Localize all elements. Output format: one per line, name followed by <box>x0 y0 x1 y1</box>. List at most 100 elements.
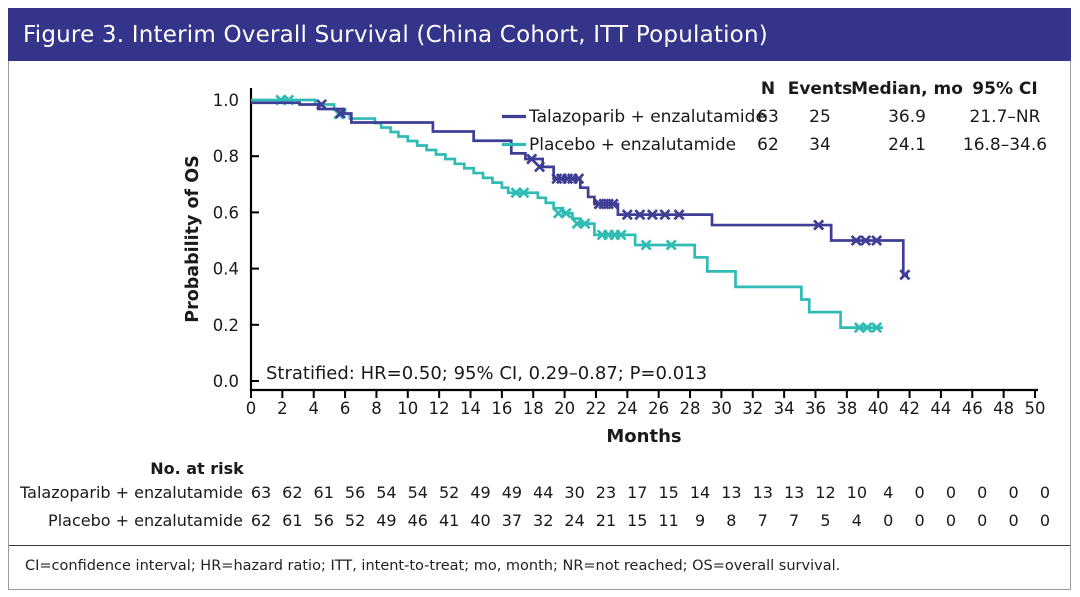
risk-count: 56 <box>345 483 365 502</box>
risk-count: 8 <box>726 511 736 530</box>
risk-count: 4 <box>883 483 893 502</box>
legend-header: N <box>761 79 775 99</box>
x-tick-label: 28 <box>680 399 701 418</box>
censor-mark <box>860 234 872 247</box>
censor-mark <box>533 161 546 173</box>
censor-mark <box>560 207 572 219</box>
censor-mark <box>850 234 862 247</box>
y-tick-label: 0.8 <box>213 147 239 166</box>
risk-count: 9 <box>695 511 705 530</box>
x-tick-label: 34 <box>774 399 795 418</box>
censor-mark <box>899 269 911 281</box>
risk-count: 0 <box>977 511 987 530</box>
legend-events-value: 34 <box>809 135 831 155</box>
legend-ci-value: 16.8–34.6 <box>963 135 1047 155</box>
km-curve-placebo <box>251 98 883 329</box>
legend-ci-value: 21.7–NR <box>970 107 1041 127</box>
x-tick-label: 8 <box>371 399 382 418</box>
legend-series-label: Talazoparib + enzalutamide <box>528 107 766 127</box>
risk-count: 41 <box>439 511 459 530</box>
x-tick-label: 36 <box>805 399 826 418</box>
risk-count: 0 <box>914 483 924 502</box>
risk-count: 14 <box>690 483 710 502</box>
risk-count: 0 <box>946 511 956 530</box>
censor-mark <box>861 322 873 334</box>
risk-count: 0 <box>946 483 956 502</box>
x-tick-label: 24 <box>617 399 638 418</box>
censor-mark <box>640 239 652 251</box>
legend-median-value: 24.1 <box>888 135 926 155</box>
risk-count: 62 <box>282 483 302 502</box>
risk-count: 61 <box>314 483 334 502</box>
risk-count: 0 <box>1009 483 1019 502</box>
x-tick-label: 16 <box>491 399 512 418</box>
censor-mark <box>573 173 585 185</box>
risk-count: 49 <box>376 511 396 530</box>
risk-count: 13 <box>721 483 741 502</box>
censor-mark <box>615 229 627 241</box>
x-tick-label: 40 <box>868 399 889 418</box>
risk-count: 13 <box>784 483 804 502</box>
risk-count: 11 <box>659 511 679 530</box>
x-axis-title: Months <box>606 426 681 447</box>
censor-mark <box>518 187 530 199</box>
km-curve-talazoparib <box>251 101 908 277</box>
x-tick-label: 30 <box>711 399 732 418</box>
risk-count: 46 <box>408 511 428 530</box>
risk-count: 0 <box>883 511 893 530</box>
risk-count: 12 <box>815 483 835 502</box>
abbreviations-footer: CI=confidence interval; HR=hazard ratio;… <box>9 545 1070 589</box>
risk-count: 37 <box>502 511 522 530</box>
risk-count: 13 <box>753 483 773 502</box>
legend-header: Events <box>788 79 853 99</box>
x-tick-label: 44 <box>930 399 951 418</box>
legend-n-value: 63 <box>757 107 779 127</box>
risk-count: 52 <box>345 511 365 530</box>
risk-count: 0 <box>1040 483 1050 502</box>
censor-mark <box>871 234 883 247</box>
risk-count: 40 <box>470 511 490 530</box>
y-tick-label: 1.0 <box>213 91 239 110</box>
x-tick-label: 38 <box>836 399 857 418</box>
risk-count: 21 <box>596 511 616 530</box>
x-tick-label: 10 <box>397 399 418 418</box>
x-tick-label: 0 <box>246 399 257 418</box>
y-tick-label: 0.0 <box>213 372 239 391</box>
y-tick-label: 0.6 <box>213 203 239 222</box>
risk-count: 4 <box>852 511 862 530</box>
legend-median-value: 36.9 <box>888 107 926 127</box>
figure-title: Figure 3. Interim Overall Survival (Chin… <box>23 21 768 48</box>
risk-count: 32 <box>533 511 553 530</box>
risk-row-label: Placebo + enzalutamide <box>48 511 243 530</box>
x-tick-label: 2 <box>277 399 288 418</box>
x-tick-label: 42 <box>899 399 920 418</box>
legend-events-value: 25 <box>809 107 831 127</box>
risk-count: 17 <box>627 483 647 502</box>
title-bar: Figure 3. Interim Overall Survival (Chin… <box>8 8 1071 61</box>
risk-count: 49 <box>502 483 522 502</box>
risk-count: 0 <box>1009 511 1019 530</box>
censor-mark <box>871 322 883 334</box>
risk-row-label: Talazoparib + enzalutamide <box>19 483 243 502</box>
risk-count: 30 <box>564 483 584 502</box>
censor-mark <box>607 198 619 210</box>
axis-lines <box>249 88 1038 392</box>
risk-count: 15 <box>659 483 679 502</box>
x-tick-label: 4 <box>308 399 319 418</box>
risk-count: 24 <box>564 511 584 530</box>
x-tick-label: 48 <box>993 399 1014 418</box>
risk-count: 0 <box>977 483 987 502</box>
risk-count: 44 <box>533 483 553 502</box>
x-tick-label: 22 <box>585 399 606 418</box>
risk-count: 5 <box>820 511 830 530</box>
risk-count: 62 <box>251 511 271 530</box>
risk-table-title: No. at risk <box>150 459 244 478</box>
x-tick-label: 46 <box>962 399 983 418</box>
censor-mark <box>659 209 671 221</box>
risk-count: 54 <box>408 483 428 502</box>
risk-count: 7 <box>789 511 799 530</box>
censor-mark <box>634 209 646 221</box>
censor-mark <box>646 209 658 221</box>
x-tick-label: 14 <box>460 399 481 418</box>
